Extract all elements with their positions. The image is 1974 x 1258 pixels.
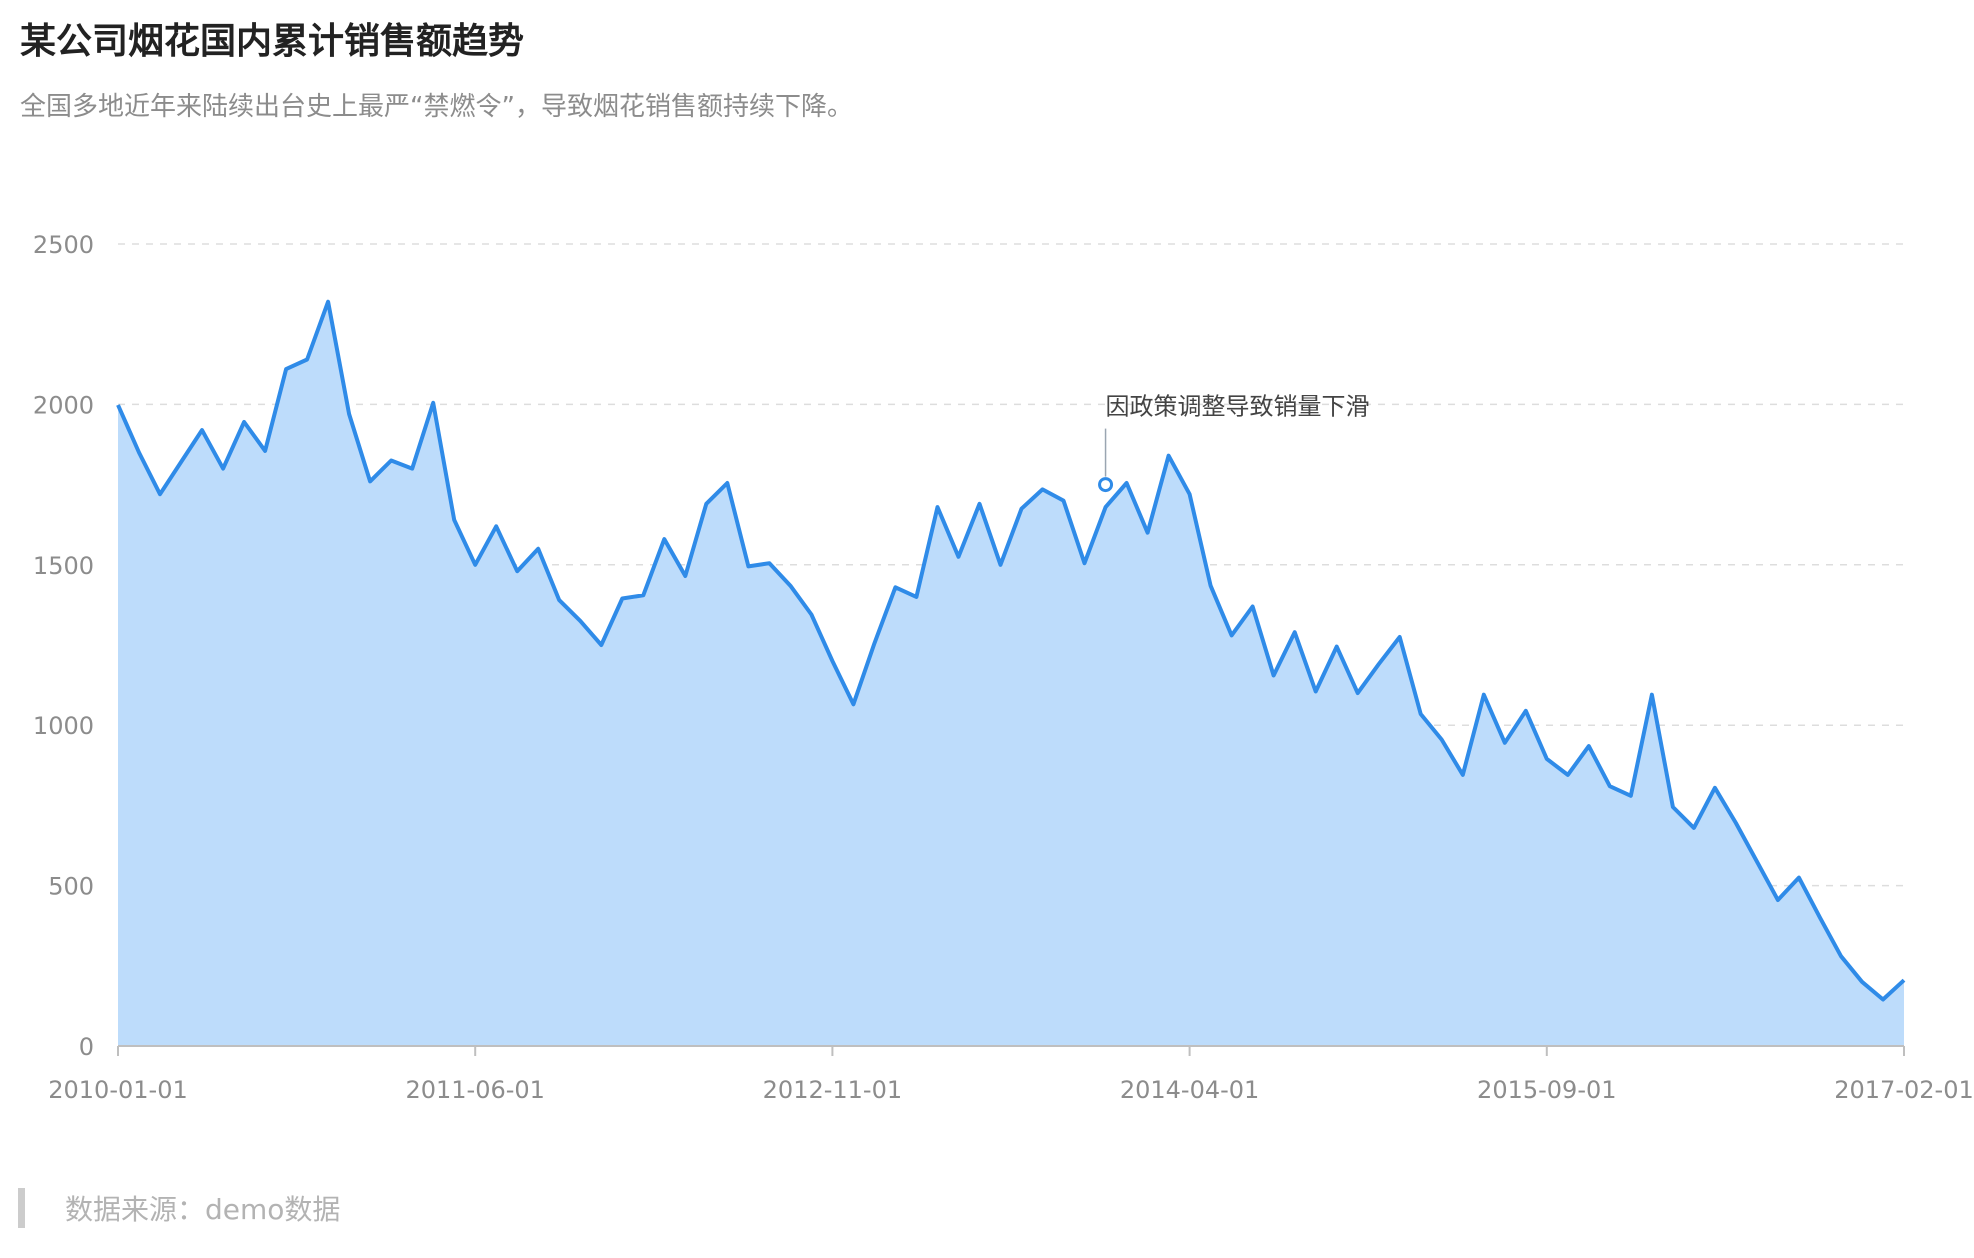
y-axis-ticks: 0 500 1000 1500 2000 2500 <box>33 231 94 1061</box>
source-text: 数据来源：demo数据 <box>65 1193 341 1226</box>
x-tick-label: 2012-11-01 <box>763 1076 902 1104</box>
x-axis: 2010-01-01 2011-06-01 2012-11-01 2014-04-01… <box>48 1045 1974 1104</box>
area-fill <box>118 301 1904 1046</box>
y-tick-label: 0 <box>79 1033 94 1061</box>
y-tick-label: 2000 <box>33 391 94 419</box>
annotation-point <box>1098 477 1114 493</box>
x-tick-label: 2010-01-01 <box>48 1076 187 1104</box>
series-line <box>116 299 1906 1002</box>
annotation: 因政策调整导致销量下滑 <box>1098 393 1370 493</box>
annotation-text: 因政策调整导致销量下滑 <box>1106 393 1370 421</box>
x-tick-label: 2017-02-01 <box>1834 1076 1973 1104</box>
x-tick-label: 2011-06-01 <box>405 1076 544 1104</box>
y-tick-label: 500 <box>48 873 94 901</box>
y-tick-label: 2500 <box>33 231 94 259</box>
y-tick-label: 1500 <box>33 552 94 580</box>
x-tick-label: 2014-04-01 <box>1120 1076 1259 1104</box>
source-note: 数据来源：demo数据 <box>18 1188 340 1228</box>
chart-subtitle: 全国多地近年来陆续出台史上最严“禁燃令”，导致烟花销售额持续下降。 <box>20 92 853 122</box>
source-marker <box>18 1188 25 1228</box>
chart-title: 某公司烟花国内累计销售额趋势 <box>20 21 525 62</box>
y-tick-label: 1000 <box>33 712 94 740</box>
x-tick-label: 2015-09-01 <box>1477 1076 1616 1104</box>
